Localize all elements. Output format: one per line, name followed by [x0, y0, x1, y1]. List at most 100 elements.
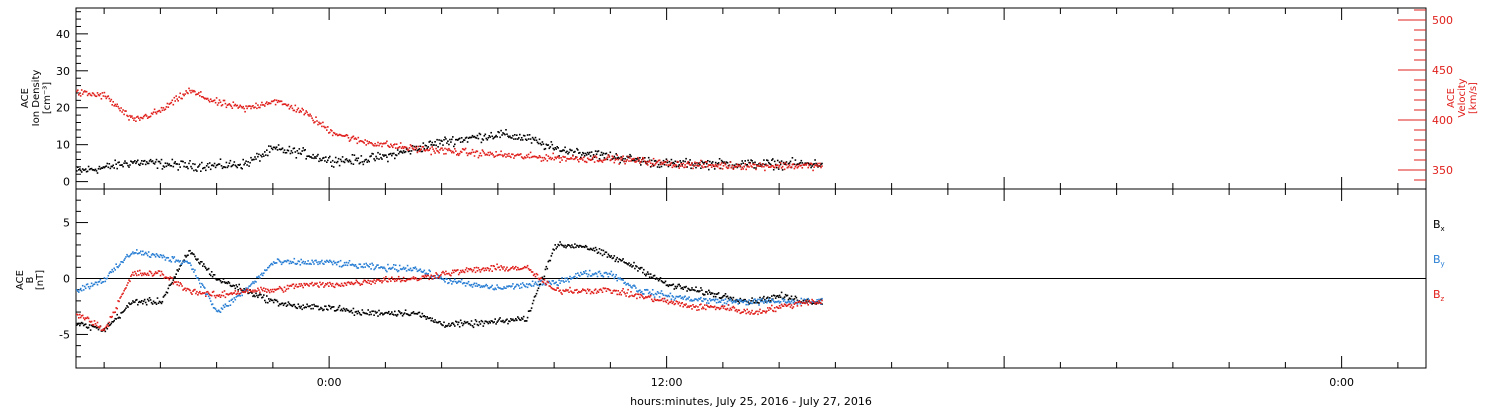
- data-point: [771, 295, 773, 297]
- data-point: [461, 148, 464, 150]
- data-point: [662, 159, 665, 162]
- data-point: [565, 151, 567, 154]
- data-point: [474, 151, 477, 154]
- data-point: [307, 260, 309, 262]
- data-point: [632, 295, 634, 297]
- data-point: [77, 89, 79, 91]
- data-point: [546, 144, 549, 146]
- data-point: [703, 307, 705, 310]
- data-point: [390, 152, 392, 155]
- data-point: [509, 268, 511, 271]
- data-point: [543, 148, 546, 151]
- data-point: [278, 148, 281, 150]
- data-point: [321, 259, 323, 262]
- data-point: [647, 295, 650, 297]
- data-point: [344, 310, 347, 312]
- data-point: [185, 260, 187, 263]
- data-point: [270, 147, 273, 150]
- data-point: [511, 285, 513, 287]
- data-point: [654, 299, 657, 301]
- data-point: [230, 165, 233, 168]
- data-point: [158, 109, 161, 112]
- data-point: [669, 301, 672, 304]
- data-point: [480, 285, 483, 287]
- data-point: [732, 168, 735, 170]
- data-point: [805, 299, 807, 302]
- data-point: [554, 282, 556, 284]
- data-point: [139, 164, 141, 166]
- data-point: [441, 278, 443, 280]
- data-point: [451, 283, 453, 285]
- data-point: [184, 260, 186, 262]
- data-point: [334, 310, 337, 312]
- data-point: [264, 151, 266, 153]
- data-point: [201, 261, 203, 263]
- data-point: [724, 308, 727, 310]
- data-point: [122, 165, 124, 168]
- data-point: [209, 168, 212, 171]
- data-point: [612, 273, 615, 276]
- data-point: [782, 297, 785, 300]
- data-point: [711, 298, 714, 301]
- data-point: [447, 140, 449, 142]
- data-point: [555, 148, 557, 150]
- data-point: [266, 291, 268, 293]
- data-point: [255, 102, 257, 105]
- data-point: [171, 281, 174, 284]
- data-point: [190, 165, 192, 168]
- data-point: [187, 288, 189, 290]
- data-point: [270, 100, 273, 103]
- data-point: [117, 266, 119, 269]
- data-point: [329, 155, 331, 158]
- data-point: [741, 311, 743, 313]
- data-point: [809, 162, 811, 165]
- data-point: [182, 260, 184, 262]
- data-point: [802, 163, 805, 166]
- data-point: [240, 105, 242, 108]
- data-point: [609, 159, 612, 162]
- data-point: [124, 308, 126, 311]
- data-point: [84, 323, 87, 325]
- data-point: [634, 267, 636, 270]
- data-point: [263, 104, 265, 106]
- data-point: [241, 289, 243, 292]
- data-point: [452, 280, 454, 283]
- data-point: [565, 246, 567, 249]
- data-point: [181, 262, 183, 265]
- data-point: [679, 160, 681, 162]
- data-point: [720, 299, 723, 301]
- data-point: [436, 321, 438, 324]
- data-point: [310, 156, 312, 158]
- data-point: [303, 282, 305, 285]
- data-point: [476, 285, 479, 287]
- data-point: [268, 298, 270, 300]
- data-point: [408, 314, 411, 317]
- data-point: [718, 158, 721, 160]
- data-point: [424, 144, 427, 147]
- data-point: [272, 146, 275, 149]
- data-point: [467, 323, 470, 325]
- data-point: [608, 289, 611, 291]
- data-point: [414, 277, 417, 279]
- data-point: [329, 305, 331, 308]
- data-point: [759, 296, 761, 299]
- data-point: [206, 290, 209, 293]
- data-point: [315, 305, 317, 307]
- data-point: [523, 265, 526, 268]
- data-point: [391, 154, 393, 157]
- data-point: [555, 157, 557, 160]
- data-point: [331, 261, 333, 264]
- data-point: [427, 317, 429, 320]
- data-point: [645, 161, 647, 163]
- data-point: [405, 279, 408, 281]
- data-point: [692, 289, 694, 291]
- data-point: [236, 166, 239, 169]
- data-point: [464, 147, 467, 150]
- data-point: [641, 161, 643, 163]
- data-point: [787, 298, 790, 301]
- data-point: [539, 142, 542, 145]
- data-point: [757, 313, 759, 316]
- data-point: [229, 292, 232, 295]
- data-point: [495, 268, 497, 271]
- data-point: [86, 316, 89, 319]
